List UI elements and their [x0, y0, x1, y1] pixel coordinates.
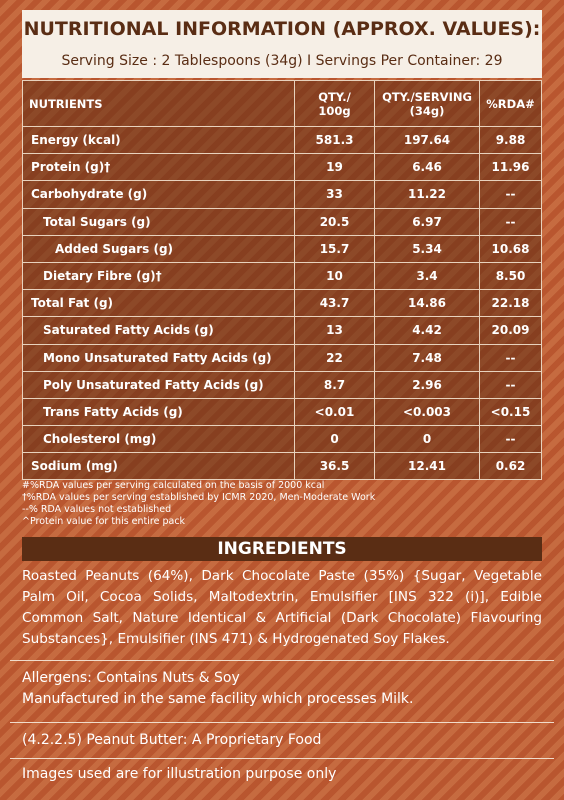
cell: 3.4 — [374, 261, 480, 291]
allergen-line: Allergens: Contains Nuts & Soy — [22, 670, 240, 686]
cell: Cholesterol (mg) — [22, 425, 295, 454]
serving: Serving Size : 2 Tablespoons (34g) I Ser… — [22, 48, 542, 78]
column-header: QTY./ 100g — [294, 80, 375, 127]
cell: -- — [479, 343, 542, 372]
table-row: Cholesterol (mg) 0 0 -- — [22, 425, 542, 454]
cell: 9.88 — [479, 125, 542, 155]
cell: 11.22 — [374, 180, 480, 209]
cell: 8.50 — [479, 261, 542, 291]
column-header: %RDA# — [479, 80, 542, 127]
table-row: Mono Unsaturated Fatty Acids (g) 22 7.48 -- — [22, 343, 542, 372]
table-row: Sodium (mg) 36.5 12.41 0.62 — [22, 452, 542, 481]
cell: 20.09 — [479, 316, 542, 345]
cell: 36.5 — [294, 452, 375, 481]
title: NUTRITIONAL INFORMATION (APPROX. VALUES)… — [22, 10, 542, 48]
cell: 0.62 — [479, 452, 542, 481]
cell: 0 — [294, 425, 375, 454]
cell: Protein (g)† — [22, 153, 295, 182]
cell: 12.41 — [374, 452, 480, 481]
table-row: Energy (kcal) 581.3 197.64 9.88 — [22, 125, 542, 155]
cell: 0 — [374, 425, 480, 454]
cell: -- — [479, 207, 542, 236]
allergen-line: Manufactured in the same facility which … — [22, 691, 414, 707]
cell: 10.68 — [479, 234, 542, 263]
cell: <0.01 — [294, 397, 375, 427]
table-row: Added Sugars (g) 15.7 5.34 10.68 — [22, 234, 542, 263]
cell: <0.15 — [479, 397, 542, 427]
cell: 19 — [294, 153, 375, 182]
cell: Total Fat (g) — [22, 289, 295, 318]
divider — [10, 722, 554, 723]
cell: 14.86 — [374, 289, 480, 318]
cell: 5.34 — [374, 234, 480, 263]
footnote: #%RDA values per serving calculated on t… — [22, 480, 325, 491]
cell: -- — [479, 425, 542, 454]
cell: Total Sugars (g) — [22, 207, 295, 236]
column-header: QTY./SERVING (34g) — [374, 80, 480, 127]
cell: 2.96 — [374, 370, 480, 399]
cell: -- — [479, 370, 542, 399]
cell: Added Sugars (g) — [22, 234, 295, 263]
divider — [10, 758, 554, 759]
footnotes: #%RDA values per serving calculated on t… — [22, 480, 375, 528]
cell: 6.97 — [374, 207, 480, 236]
table-row: Poly Unsaturated Fatty Acids (g) 8.7 2.96-… — [22, 370, 542, 399]
divider — [10, 660, 554, 661]
cell: 197.64 — [374, 125, 480, 155]
nutrition-table: NUTRIENTS QTY./ 100g QTY./SERVING (34g) %RD… — [22, 80, 542, 481]
cell: Carbohydrate (g) — [22, 180, 295, 209]
cell: 6.46 — [374, 153, 480, 182]
allergens: Allergens: Contains Nuts & Soy Manufactu… — [10, 668, 554, 710]
cell: -- — [479, 180, 542, 209]
cell: 4.42 — [374, 316, 480, 345]
cell: 33 — [294, 180, 375, 209]
cell: Energy (kcal) — [22, 125, 295, 155]
footnote: †%RDA values per serving established by … — [22, 492, 376, 503]
cell: <0.003 — [374, 397, 480, 427]
table-row: Carbohydrate (g) 33 11.22 -- — [22, 180, 542, 209]
cell: 20.5 — [294, 207, 375, 236]
cell: Poly Unsaturated Fatty Acids (g) — [22, 370, 295, 399]
cell: 15.7 — [294, 234, 375, 263]
ingredients-title: INGREDIENTS — [22, 537, 542, 561]
cell: Saturated Fatty Acids (g) — [22, 316, 295, 345]
cell: 22.18 — [479, 289, 542, 318]
table-row: Protein (g)† 19 6.46 11.96 — [22, 153, 542, 182]
cell: Sodium (mg) — [22, 452, 295, 481]
table-row: Total Sugars (g) 20.5 6.97 -- — [22, 207, 542, 236]
cell: 13 — [294, 316, 375, 345]
cell: 7.48 — [374, 343, 480, 372]
ingredients-text: Roasted Peanuts (64%), Dark Chocolate Pa… — [22, 568, 542, 647]
table-row: Saturated Fatty Acids (g) 13 4.42 20.09 — [22, 316, 542, 345]
disclaimer: Images used are for illustration purpose… — [22, 766, 337, 782]
table-row: Total Fat (g) 43.7 14.86 22.18 — [22, 289, 542, 318]
cell: Dietary Fibre (g)† — [22, 261, 295, 291]
table-row: Dietary Fibre (g)† 10 3.4 8.50 — [22, 261, 542, 291]
footnote: ^Protein value for this entire pack — [22, 516, 186, 527]
cell: 22 — [294, 343, 375, 372]
classification: (4.2.2.5) Peanut Butter: A Proprietary F… — [22, 732, 322, 748]
cell: 581.3 — [294, 125, 375, 155]
column-header: NUTRIENTS — [22, 80, 295, 127]
cell: Trans Fatty Acids (g) — [22, 397, 295, 427]
cell: 11.96 — [479, 153, 542, 182]
cell: Mono Unsaturated Fatty Acids (g) — [22, 343, 295, 372]
table-row: Trans Fatty Acids (g) <0.01 <0.003 <0.15 — [22, 397, 542, 427]
cell: 43.7 — [294, 289, 375, 318]
cell: 8.7 — [294, 370, 375, 399]
footnote: --% RDA values not established — [22, 504, 172, 515]
cell: 10 — [294, 261, 375, 291]
header-row: NUTRIENTS QTY./ 100g QTY./SERVING (34g) %RD… — [22, 80, 542, 127]
